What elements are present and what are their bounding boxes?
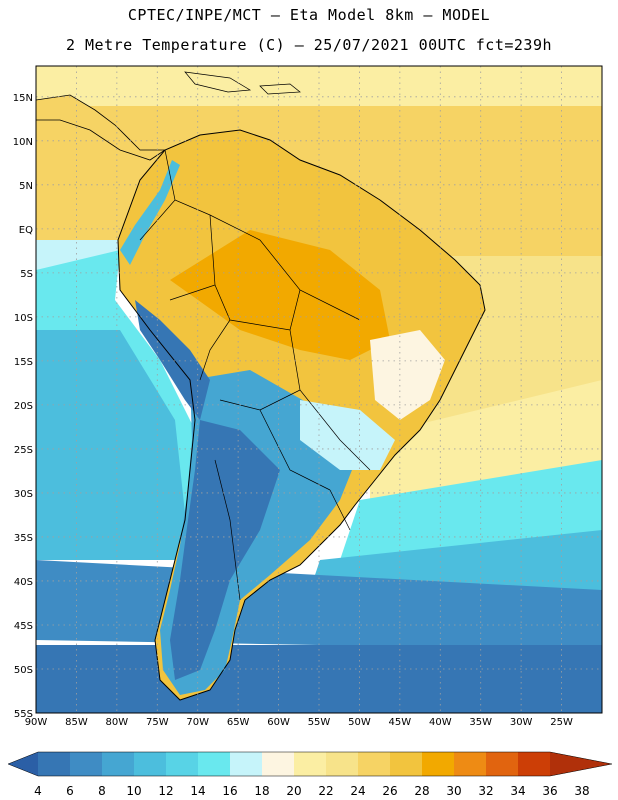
colorbar-tick-label: 20 (286, 784, 301, 798)
lat-tick-label: 30S (14, 489, 33, 500)
land-amazon-hot (170, 230, 390, 360)
colorbar-tick-label: 24 (350, 784, 365, 798)
map-title-line-2: 2 Metre Temperature (C) – 25/07/2021 00U… (65, 36, 553, 54)
map-frame (35, 65, 603, 714)
colorbar-tick-label: 18 (254, 784, 269, 798)
lat-tick-label: 45S (14, 621, 33, 632)
colorbar-labels: 4 6 8 10 12 14 16 18 20 22 24 26 28 30 32 34 36 38 (34, 784, 589, 798)
colorbar-tick-label: 4 (34, 784, 42, 798)
colorbar-swatch (198, 752, 230, 776)
lat-tick-label: EQ (19, 225, 33, 236)
colorbar-tick-label: 16 (222, 784, 237, 798)
lon-tick-label: 90W (25, 717, 48, 728)
lon-tick-label: 35W (469, 717, 492, 728)
colorbar-tick-label: 6 (66, 784, 74, 798)
map-title-line-1: CPTEC/INPE/MCT – Eta Model 8km – MODEL (127, 6, 491, 24)
andes-north-cold (120, 160, 180, 265)
ocean-southernmost (36, 645, 602, 713)
lat-tick-label: 5N (19, 181, 33, 192)
colorbar-tick-label: 28 (414, 784, 429, 798)
colorbar-swatch (262, 752, 294, 776)
longitude-labels: 90W 85W 80W 75W 70W 65W 60W 55W 50W 45W 40W 35W 30W 2… (25, 717, 573, 728)
colorbar-tick-label: 34 (510, 784, 525, 798)
colorbar-swatch (38, 752, 70, 776)
highlands-brazil (370, 330, 445, 420)
lat-tick-label: 15N (13, 93, 33, 104)
lon-tick-label: 80W (106, 717, 129, 728)
map-field (36, 66, 602, 713)
colorbar-tick-label: 26 (382, 784, 397, 798)
colorbar-tick-label: 30 (446, 784, 461, 798)
lon-tick-label: 85W (65, 717, 88, 728)
colorbar-swatch (70, 752, 102, 776)
colorbar-swatch (134, 752, 166, 776)
colorbar-outline (7, 751, 613, 777)
lon-tick-label: 65W (227, 717, 250, 728)
colorbar-swatch (294, 752, 326, 776)
colorbar-swatch (166, 752, 198, 776)
colorbar-swatch (358, 752, 390, 776)
colorbar-tick-label: 38 (574, 784, 589, 798)
colorbar-tick-label: 8 (98, 784, 106, 798)
lat-tick-label: 10N (13, 137, 33, 148)
ocean-pacific-mid (36, 330, 190, 560)
colorbar-tick-label: 32 (478, 784, 493, 798)
lon-tick-label: 25W (550, 717, 573, 728)
latitude-labels: 15N 10N 5N EQ 5S 10S 15S 20S 25S 30S 35S 40S 45S 50S 5… (13, 93, 33, 720)
lon-tick-label: 50W (348, 717, 371, 728)
colorbar-tick-label: 12 (158, 784, 173, 798)
gridlines (36, 66, 602, 713)
lat-tick-label: 40S (14, 577, 33, 588)
lat-tick-label: 15S (14, 357, 33, 368)
lon-tick-label: 45W (389, 717, 412, 728)
colorbar-tick-label: 10 (126, 784, 141, 798)
lat-tick-label: 10S (14, 313, 33, 324)
lon-tick-label: 75W (146, 717, 169, 728)
colorbar-swatch (454, 752, 486, 776)
colorbar-tick-label: 36 (542, 784, 557, 798)
colorbar-tick-label: 22 (318, 784, 333, 798)
colorbar-high-arrow (550, 752, 612, 776)
colorbar (7, 751, 613, 777)
ocean-south-atlantic-teal (340, 460, 602, 560)
land-brazil-south (300, 400, 395, 470)
lat-tick-label: 25S (14, 445, 33, 456)
lon-tick-label: 30W (510, 717, 533, 728)
colorbar-swatch (230, 752, 262, 776)
lat-tick-label: 55S (14, 709, 33, 720)
colorbar-swatch (390, 752, 422, 776)
lon-tick-label: 60W (267, 717, 290, 728)
lat-tick-label: 20S (14, 401, 33, 412)
colorbar-swatch (486, 752, 518, 776)
lon-tick-label: 55W (308, 717, 331, 728)
coastline (117, 129, 486, 701)
lat-tick-label: 5S (20, 269, 33, 280)
lat-tick-label: 35S (14, 533, 33, 544)
lon-tick-label: 40W (429, 717, 452, 728)
colorbar-tick-label: 14 (190, 784, 205, 798)
colorbar-swatch (518, 752, 550, 776)
colorbar-low-arrow (8, 752, 38, 776)
caribbean-islands (184, 71, 301, 95)
lon-tick-label: 70W (186, 717, 209, 728)
colorbar-swatch (326, 752, 358, 776)
lat-tick-label: 50S (14, 665, 33, 676)
colorbar-swatch (102, 752, 134, 776)
colorbar-swatch (422, 752, 454, 776)
